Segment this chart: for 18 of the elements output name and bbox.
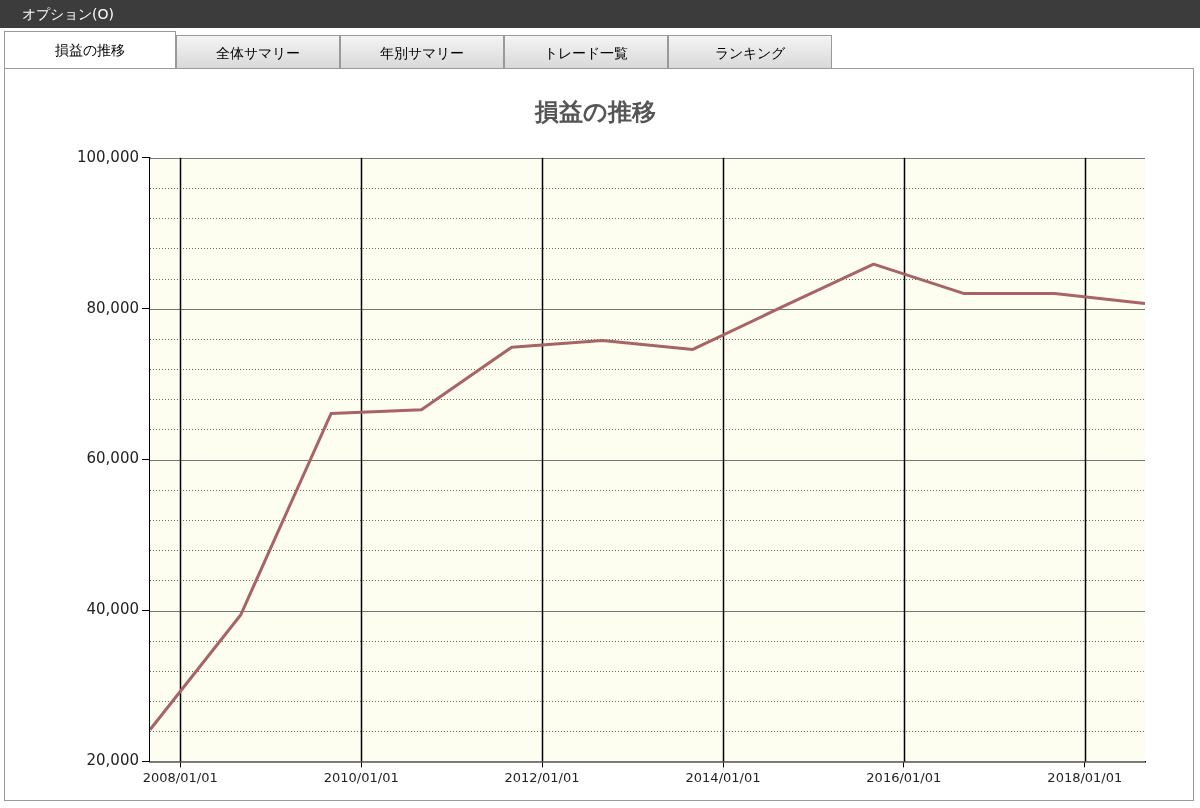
text: オプション(O) [0, 0, 1200, 28]
x-tick-label: 2016/01/01 [866, 769, 942, 785]
chart-title: 損益の推移 [533, 97, 656, 126]
x-tick-label: 2012/01/01 [504, 769, 580, 785]
x-tick-label: 2014/01/01 [685, 769, 761, 785]
text: 損益の推移 [4, 31, 176, 69]
y-tick-label: 20,000 [86, 751, 139, 770]
x-tick-label: 2010/01/01 [323, 769, 399, 785]
text: トレード一覧 [504, 35, 668, 69]
y-tick-label: 40,000 [86, 600, 139, 619]
text: ランキング [668, 35, 832, 69]
text: 年別サマリー [340, 35, 504, 69]
y-tick-label: 60,000 [86, 449, 139, 468]
y-tick-label: 100,000 [76, 147, 139, 166]
x-tick-label: 2018/01/01 [1047, 769, 1123, 785]
x-tick-label: 2008/01/01 [142, 769, 218, 785]
y-tick-label: 80,000 [86, 298, 139, 317]
text: 全体サマリー [176, 35, 340, 69]
